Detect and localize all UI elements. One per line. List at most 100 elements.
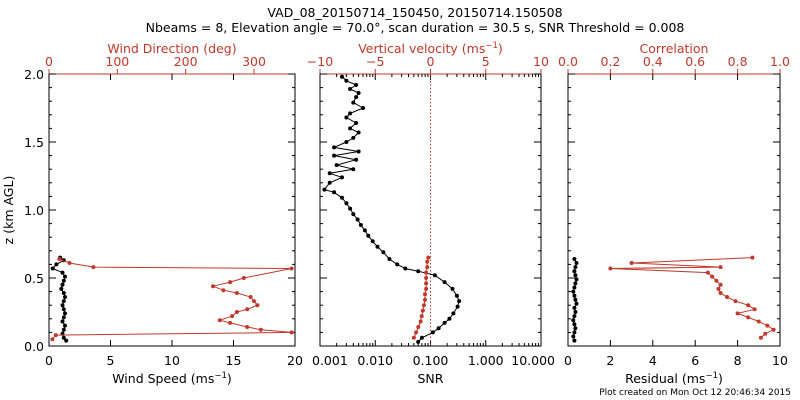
data-point bbox=[61, 291, 66, 295]
figure-subtitle: Nbeams = 8, Elevation angle = 70.0°, sca… bbox=[146, 20, 685, 35]
data-point bbox=[241, 276, 246, 280]
data-point bbox=[59, 286, 64, 291]
data-point bbox=[416, 325, 421, 329]
x-tick-label: 0.001 bbox=[312, 353, 348, 368]
data-point bbox=[752, 307, 757, 312]
data-point bbox=[340, 74, 344, 79]
data-point bbox=[735, 311, 740, 316]
data-point bbox=[340, 195, 344, 200]
data-point bbox=[714, 278, 719, 283]
series-line bbox=[51, 257, 67, 341]
data-point bbox=[718, 282, 723, 287]
data-point bbox=[572, 285, 577, 290]
series-line bbox=[413, 257, 429, 338]
panel-2: 0.001 0.010 0.100 1.000 10.000 SNR −10 −5 0 5 10 Ve… bbox=[307, 41, 555, 386]
x-tick-label: 5 bbox=[107, 353, 115, 368]
data-point bbox=[64, 338, 69, 343]
data-point bbox=[750, 255, 755, 260]
data-point bbox=[442, 320, 447, 325]
data-point bbox=[370, 239, 375, 244]
data-point bbox=[354, 82, 359, 87]
data-point bbox=[255, 303, 260, 308]
data-point bbox=[416, 269, 421, 274]
x-axis-label: SNR bbox=[418, 371, 444, 386]
data-point bbox=[419, 335, 424, 340]
top-axis-label: Wind Direction (deg) bbox=[107, 41, 236, 56]
data-point bbox=[63, 311, 67, 316]
data-point bbox=[725, 295, 729, 299]
data-point bbox=[387, 257, 392, 261]
data-point bbox=[414, 330, 419, 335]
data-point bbox=[424, 270, 429, 275]
data-point bbox=[356, 130, 361, 135]
top-tick-label: −10 bbox=[307, 54, 333, 69]
data-point bbox=[354, 157, 359, 162]
data-point bbox=[228, 280, 233, 285]
data-point bbox=[424, 281, 429, 286]
data-point bbox=[432, 273, 437, 278]
data-point bbox=[416, 339, 421, 344]
top-tick-label: 200 bbox=[174, 54, 198, 69]
data-point bbox=[63, 295, 67, 299]
y-tick-label: 2.0 bbox=[24, 67, 44, 82]
data-point bbox=[351, 100, 356, 105]
data-point bbox=[61, 278, 66, 283]
data-point bbox=[765, 323, 770, 328]
data-point bbox=[573, 326, 578, 331]
x-tick-label: 2 bbox=[606, 353, 614, 368]
top-tick-label: 0.8 bbox=[728, 54, 748, 69]
data-point bbox=[425, 259, 430, 264]
data-point bbox=[454, 293, 459, 298]
data-point bbox=[395, 262, 400, 267]
data-point bbox=[746, 315, 751, 320]
data-point bbox=[425, 265, 430, 270]
data-point bbox=[430, 330, 435, 335]
data-point bbox=[61, 315, 66, 320]
data-point bbox=[258, 327, 263, 332]
data-point bbox=[572, 293, 577, 298]
data-point bbox=[60, 319, 65, 324]
data-point bbox=[228, 320, 233, 325]
data-point bbox=[50, 337, 55, 342]
data-point bbox=[351, 167, 356, 172]
data-point bbox=[54, 262, 59, 267]
data-point bbox=[574, 277, 579, 282]
top-tick-label: 100 bbox=[105, 54, 129, 69]
data-point bbox=[211, 284, 215, 289]
top-tick-label: 300 bbox=[242, 54, 266, 69]
data-point bbox=[418, 319, 423, 324]
data-point bbox=[221, 288, 226, 293]
data-point bbox=[436, 326, 441, 331]
data-point bbox=[421, 303, 426, 308]
data-point bbox=[91, 265, 96, 270]
data-point bbox=[358, 223, 363, 227]
data-point bbox=[230, 314, 235, 319]
x-tick-label: 20 bbox=[287, 353, 303, 368]
data-point bbox=[423, 297, 427, 302]
x-tick-label: 10 bbox=[772, 353, 788, 368]
data-point bbox=[411, 335, 416, 340]
data-point bbox=[572, 269, 577, 274]
data-point bbox=[771, 327, 776, 332]
plot-timestamp: Plot created on Mon Oct 12 20:46:34 2015 bbox=[599, 388, 791, 398]
data-point bbox=[234, 310, 239, 314]
series-line bbox=[610, 257, 775, 339]
panel-1: 0 5 10 15 20 Wind Speed (ms−1) 0 100 200 300 Wind … bbox=[1, 41, 303, 386]
data-point bbox=[571, 318, 576, 323]
data-point bbox=[572, 305, 577, 310]
data-point bbox=[289, 330, 294, 335]
data-point bbox=[574, 301, 579, 306]
data-point bbox=[572, 257, 577, 261]
data-point bbox=[340, 175, 344, 180]
data-point bbox=[57, 257, 62, 261]
top-tick-label: 0.0 bbox=[558, 54, 578, 69]
data-point bbox=[348, 87, 353, 91]
data-point bbox=[419, 314, 424, 319]
data-point bbox=[716, 286, 721, 291]
data-point bbox=[348, 126, 353, 131]
data-point bbox=[361, 106, 365, 110]
panel-3: 0 2 4 6 8 10 Residual (ms−1) 0.0 0.2 0.4 0.6 0.8 1.0… bbox=[558, 41, 790, 386]
data-point bbox=[447, 316, 452, 321]
top-tick-label: 0.4 bbox=[643, 54, 663, 69]
